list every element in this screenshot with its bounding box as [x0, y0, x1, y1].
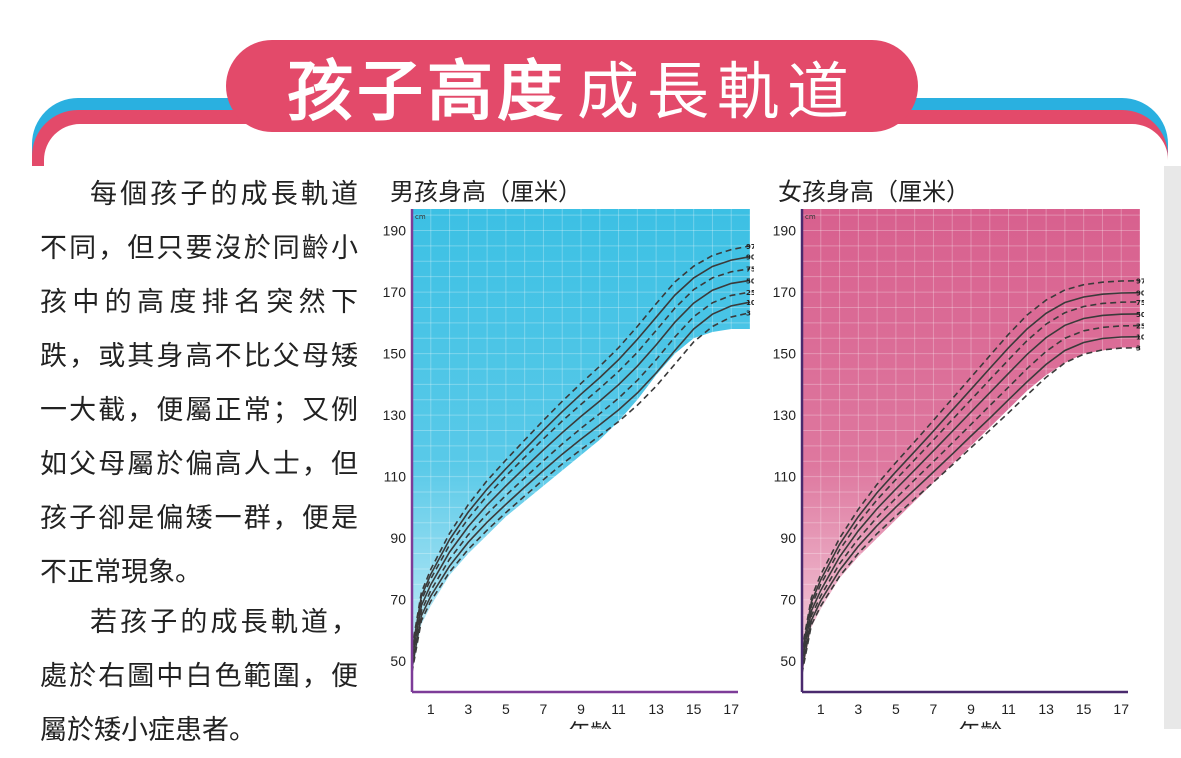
boys-percentile-97-line: [411, 245, 751, 648]
girls-percentile-10-label: 10: [1136, 334, 1144, 342]
boys-percentile-3-label: 3: [746, 310, 751, 318]
boys-unit-label: cm: [415, 213, 426, 221]
boys-percentile-90-label: 90: [746, 254, 754, 262]
boys-percentile-10-line: [411, 301, 751, 669]
body-paragraph-1: 每個孩子的成長軌道不同，但只要沒於同齡小孩中的高度排名突然下跌，或其身高不比父母…: [40, 179, 358, 588]
girls-unit-label: cm: [805, 213, 816, 221]
girls-x-tick-label: 3: [854, 701, 862, 717]
page-title-bold: 孩子高度: [286, 53, 567, 130]
girls-y-tick-label: 170: [773, 284, 797, 300]
girls-normal-region: [802, 209, 1140, 677]
boys-percentile-25-label: 25: [746, 289, 754, 297]
page-title-banner: 孩子高度 成長軌道: [226, 40, 918, 132]
page-edge: [1164, 166, 1181, 729]
girls-chart-title: 女孩身高（厘米）: [778, 178, 970, 206]
girls-percentile-25-label: 25: [1136, 323, 1144, 331]
girls-x-tick-label: 13: [1038, 701, 1054, 717]
boys-x-tick-label: 1: [427, 701, 435, 717]
girls-y-tick-label: 130: [773, 407, 797, 423]
page-title-light: 成長軌道: [576, 55, 857, 128]
girls-percentile-75-label: 75: [1136, 299, 1144, 307]
boys-percentile-3-line: [411, 311, 751, 673]
girls-percentile-90-line: [801, 291, 1141, 654]
boys-x-axis-label: 年齡: [568, 721, 612, 729]
boys-y-tick-label: 190: [383, 223, 407, 239]
girls-grid: [801, 209, 1141, 693]
boys-x-tick-label: 7: [540, 701, 548, 717]
girls-percentile-25-line: [801, 324, 1141, 667]
girls-y-tick-label: 70: [780, 592, 796, 608]
boys-y-tick-label: 130: [383, 407, 407, 423]
girls-percentile-97-label: 97: [1136, 278, 1144, 286]
girls-y-tick-label: 90: [780, 530, 796, 546]
boys-percentile-90-line: [411, 255, 751, 652]
boys-x-tick-label: 11: [611, 701, 626, 717]
girls-percentile-3-label: 3: [1136, 345, 1141, 353]
girls-y-tick-label: 110: [774, 469, 797, 485]
girls-y-tick-label: 150: [773, 346, 797, 362]
girls-x-tick-label: 17: [1113, 701, 1129, 717]
girls-y-tick-label: 190: [773, 223, 797, 239]
girls-x-tick-label: 7: [930, 701, 938, 717]
girls-x-tick-label: 15: [1076, 701, 1092, 717]
boys-x-tick-label: 17: [723, 701, 739, 717]
boys-percentile-97-label: 97: [746, 243, 754, 251]
boys-normal-region: [412, 209, 750, 674]
boys-grid: [411, 209, 751, 693]
girls-percentile-97-line: [801, 279, 1141, 650]
boys-percentile-50-line: [411, 279, 751, 660]
girls-percentile-3-line: [801, 346, 1141, 674]
boys-y-tick-label: 170: [383, 284, 407, 300]
boys-percentile-25-line: [411, 291, 751, 665]
girls-x-axis-label: 年齡: [958, 721, 1002, 729]
boys-x-tick-label: 9: [577, 701, 585, 717]
girls-percentile-90-label: 90: [1136, 290, 1144, 298]
boys-y-tick-label: 90: [390, 530, 406, 546]
boys-y-tick-label: 50: [390, 653, 406, 669]
boys-x-tick-label: 13: [648, 701, 664, 717]
girls-x-tick-label: 11: [1001, 701, 1016, 717]
boys-x-tick-label: 3: [464, 701, 472, 717]
body-paragraph-2: 若孩子的成長軌道，處於右圖中白色範圍，便屬於矮小症患者。: [40, 607, 358, 746]
girls-percentile-50-label: 50: [1136, 311, 1144, 319]
girls-percentile-10-line: [801, 335, 1141, 670]
boys-x-tick-label: 15: [686, 701, 702, 717]
boys-y-tick-label: 110: [384, 469, 407, 485]
girls-x-tick-label: 5: [892, 701, 900, 717]
girls-percentile-75-line: [801, 301, 1141, 658]
boys-percentile-75-label: 75: [746, 266, 754, 274]
boys-y-tick-label: 150: [383, 346, 407, 362]
girls-x-tick-label: 1: [817, 701, 825, 717]
girls-y-tick-label: 50: [780, 653, 796, 669]
boys-chart-title: 男孩身高（厘米）: [390, 178, 582, 206]
boys-percentile-75-line: [411, 267, 751, 656]
boys-x-tick-label: 5: [502, 701, 510, 717]
boys-percentile-10-label: 10: [746, 299, 754, 307]
girls-percentile-50-line: [801, 313, 1141, 662]
girls-x-tick-label: 9: [967, 701, 975, 717]
boys-y-tick-label: 70: [390, 592, 406, 608]
boys-percentile-50-label: 50: [746, 277, 754, 285]
